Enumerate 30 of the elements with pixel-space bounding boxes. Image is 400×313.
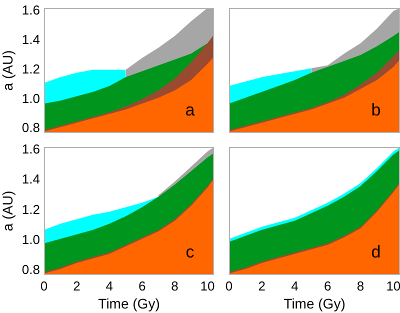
x-tick-label: 10 [386, 278, 400, 294]
annotation: d [371, 242, 381, 262]
y-axis-title: a (AU) [0, 190, 16, 232]
y-tick-label: 1.4 [22, 172, 40, 187]
x-tick-label: 10 [200, 278, 215, 294]
x-tick-label: 0 [225, 278, 233, 294]
x-tick-label: 4 [291, 278, 298, 294]
y-tick-label: 1.4 [22, 32, 40, 47]
y-tick-label: 1.0 [22, 232, 40, 247]
x-tick-label: 2 [258, 278, 266, 294]
x-tick-label: 8 [356, 278, 364, 294]
y-axis-title: a (AU) [0, 50, 16, 91]
annotation: c [186, 242, 195, 262]
x-tick-label: 4 [106, 278, 113, 294]
y-tick-label: 0.8 [22, 262, 40, 278]
y-tick-label: 1.6 [22, 2, 40, 18]
x-tick-label: 2 [73, 278, 80, 294]
x-tick-label: 6 [324, 278, 332, 294]
y-tick-label: 1.2 [22, 202, 40, 217]
y-tick-label: 0.8 [22, 120, 40, 136]
x-axis-title: Time (Gy) [284, 295, 346, 312]
annotation: a [185, 100, 196, 120]
y-tick-label: 1.0 [22, 90, 40, 106]
x-axis-title: Time (Gy) [98, 295, 160, 312]
y-tick-label: 1.6 [22, 142, 40, 157]
annotation: b [371, 100, 381, 120]
x-tick-label: 6 [138, 278, 146, 294]
x-tick-label: 8 [171, 278, 178, 294]
y-tick-label: 1.2 [22, 61, 40, 76]
x-tick-label: 0 [40, 278, 48, 294]
